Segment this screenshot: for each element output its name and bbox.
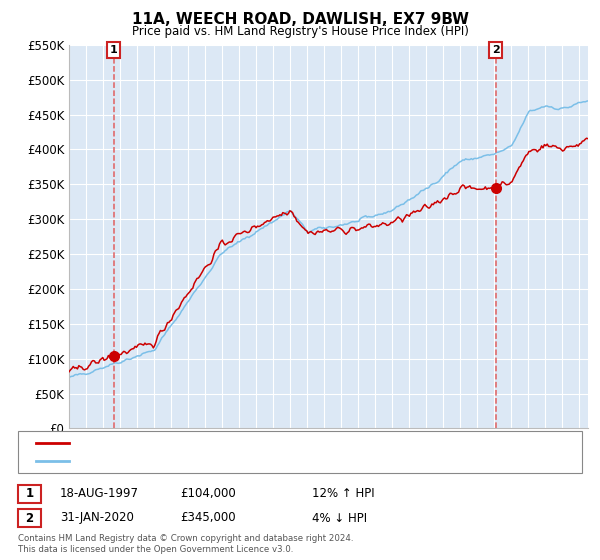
Text: 2: 2	[492, 45, 500, 55]
Text: £104,000: £104,000	[180, 487, 236, 501]
Text: 1: 1	[25, 487, 34, 501]
Text: 4% ↓ HPI: 4% ↓ HPI	[312, 511, 367, 525]
Text: HPI: Average price, detached house, Teignbridge: HPI: Average price, detached house, Teig…	[78, 456, 344, 466]
Text: 12% ↑ HPI: 12% ↑ HPI	[312, 487, 374, 501]
Text: This data is licensed under the Open Government Licence v3.0.: This data is licensed under the Open Gov…	[18, 545, 293, 554]
Text: Contains HM Land Registry data © Crown copyright and database right 2024.: Contains HM Land Registry data © Crown c…	[18, 534, 353, 543]
Text: 1: 1	[110, 45, 118, 55]
Text: 11A, WEECH ROAD, DAWLISH, EX7 9BW (detached house): 11A, WEECH ROAD, DAWLISH, EX7 9BW (detac…	[78, 438, 395, 448]
Text: £345,000: £345,000	[180, 511, 236, 525]
Text: 31-JAN-2020: 31-JAN-2020	[60, 511, 134, 525]
Text: Price paid vs. HM Land Registry's House Price Index (HPI): Price paid vs. HM Land Registry's House …	[131, 25, 469, 38]
Text: 18-AUG-1997: 18-AUG-1997	[60, 487, 139, 501]
Text: 11A, WEECH ROAD, DAWLISH, EX7 9BW: 11A, WEECH ROAD, DAWLISH, EX7 9BW	[131, 12, 469, 27]
Text: 2: 2	[25, 511, 34, 525]
